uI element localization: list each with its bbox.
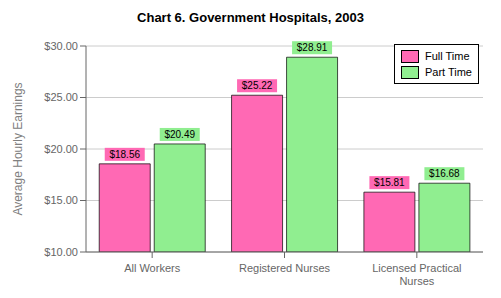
svg-text:$28.91: $28.91 bbox=[297, 42, 328, 53]
svg-text:Average Hourly Earnings: Average Hourly Earnings bbox=[11, 82, 25, 215]
svg-text:$15.81: $15.81 bbox=[374, 177, 405, 188]
svg-text:$20.00: $20.00 bbox=[44, 143, 78, 155]
html-text:Full Time: Full Time bbox=[424, 50, 470, 62]
svg-text:$25.00: $25.00 bbox=[44, 91, 78, 103]
svg-text:$16.68: $16.68 bbox=[429, 168, 460, 179]
svg-text:$10.00: $10.00 bbox=[44, 246, 78, 258]
svg-text:$30.00: $30.00 bbox=[44, 40, 78, 52]
svg-text:Registered Nurses: Registered Nurses bbox=[239, 262, 331, 274]
svg-text:$15.00: $15.00 bbox=[44, 194, 78, 206]
html-text:Part Time: Part Time bbox=[424, 66, 472, 78]
svg-text:$25.22: $25.22 bbox=[242, 80, 273, 91]
html-text:Chart 6. Government Hospitals,: Chart 6. Government Hospitals, 2003 bbox=[137, 10, 364, 25]
svg-text:Licensed PracticalNurses: Licensed PracticalNurses bbox=[372, 262, 461, 287]
svg-text:$20.49: $20.49 bbox=[164, 129, 195, 140]
svg-text:$18.56: $18.56 bbox=[109, 149, 140, 160]
svg-text:All Workers: All Workers bbox=[124, 262, 181, 274]
